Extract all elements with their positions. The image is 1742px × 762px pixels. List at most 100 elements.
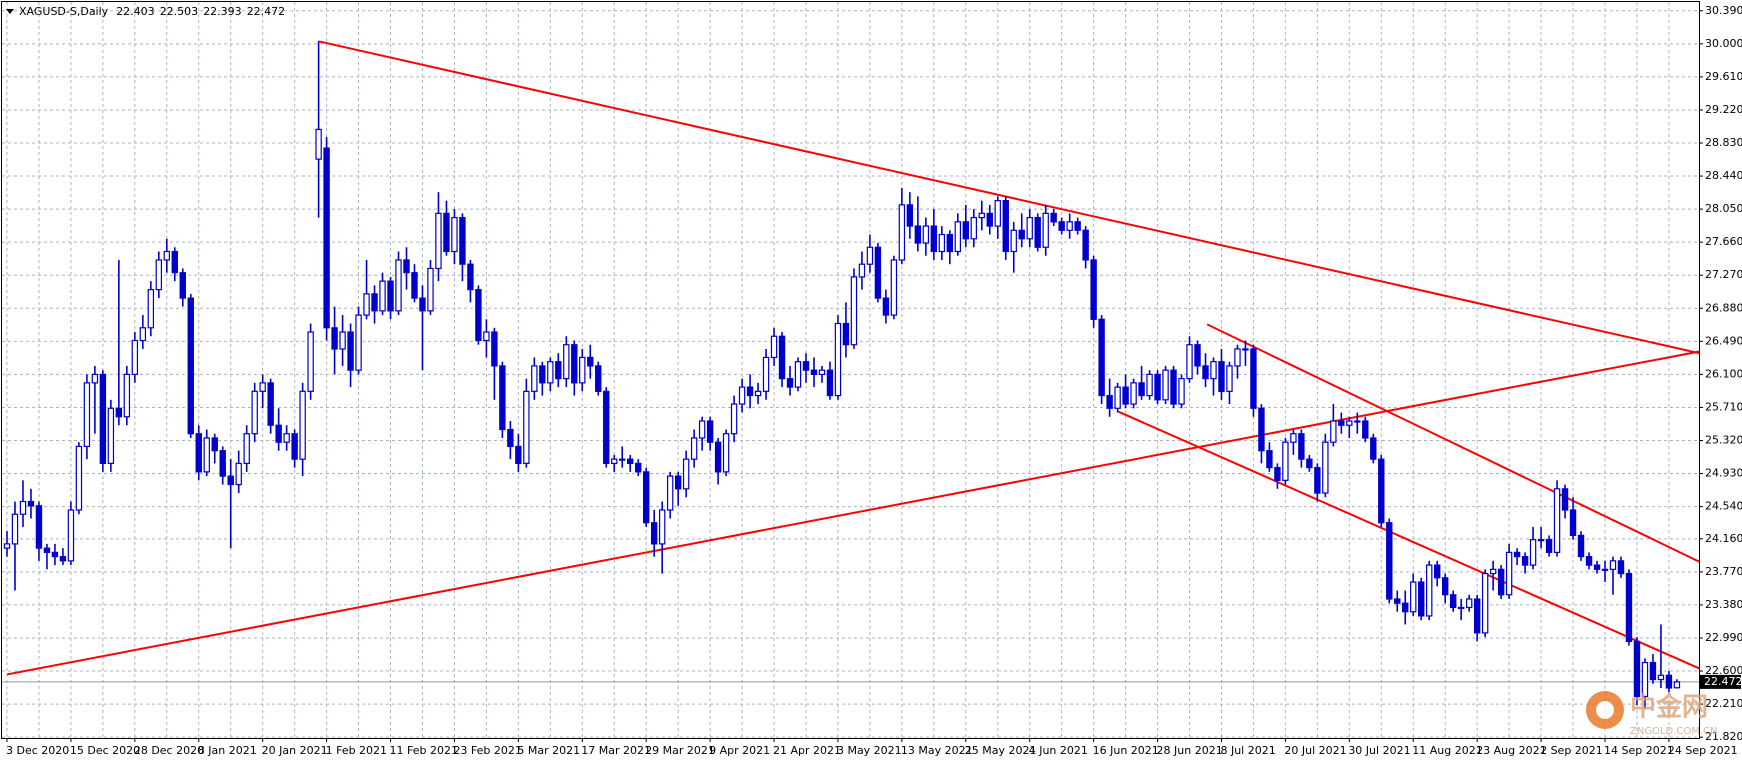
candle-body — [866, 246, 874, 265]
candle-body — [155, 259, 163, 291]
y-tick-label: 30.000 — [1705, 37, 1742, 50]
candle-body — [563, 344, 570, 380]
candle-body — [1585, 556, 1593, 566]
candle-body — [27, 500, 35, 507]
x-tick-label: 3 May 2021 — [837, 744, 902, 757]
candle-body — [666, 475, 674, 511]
y-tick-label: 21.820 — [1705, 730, 1742, 743]
x-tick-label: 24 Sep 2021 — [1668, 744, 1738, 757]
candle-body — [195, 433, 202, 473]
candle-body — [674, 475, 682, 490]
candle-body — [1473, 598, 1481, 634]
candle-body — [858, 263, 866, 278]
candle-body — [1633, 640, 1641, 698]
chart-title: XAGUSD-S,Daily — [19, 5, 109, 18]
candle-body — [339, 331, 346, 350]
candle-body — [1330, 420, 1337, 443]
watermark: 中金网 ZNGOLD.COM.CN — [1586, 691, 1718, 737]
candle-body — [307, 331, 314, 392]
candle-body — [131, 339, 139, 375]
candle-body — [427, 267, 434, 312]
x-tick-label: 20 Jul 2021 — [1284, 744, 1346, 757]
candle-body — [1426, 564, 1433, 617]
candle-body — [954, 221, 962, 253]
candle-body — [1457, 606, 1465, 610]
candle-body — [283, 433, 290, 443]
candle-body — [1665, 674, 1673, 689]
candle-body — [83, 382, 91, 448]
candle-body — [1322, 441, 1329, 494]
candle-body — [219, 450, 226, 477]
candle-body — [635, 462, 642, 473]
candle-body — [587, 356, 594, 367]
candle-body — [1258, 407, 1265, 452]
candle-body — [722, 433, 730, 473]
candle-body — [1186, 344, 1193, 380]
candle-body — [1130, 382, 1137, 405]
candle-body — [531, 365, 538, 392]
candle-body — [938, 233, 946, 253]
candle-body — [51, 551, 59, 558]
candle-body — [1050, 212, 1057, 223]
candle-body — [547, 361, 554, 384]
candle-body — [291, 433, 298, 460]
candle-body — [1553, 488, 1561, 553]
candle-body — [650, 522, 658, 545]
candle-body — [1282, 441, 1289, 481]
candle-body — [1242, 348, 1249, 351]
watermark-name: 中金网 — [1630, 692, 1708, 723]
candle-body — [1290, 433, 1297, 443]
candle-body — [603, 390, 610, 464]
candle-body — [251, 390, 258, 435]
candle-body — [1410, 581, 1417, 613]
candle-body — [1170, 369, 1177, 405]
candle-body — [1601, 568, 1609, 571]
candle-body — [1609, 560, 1617, 570]
candle-body — [1306, 458, 1313, 469]
candle-body — [770, 335, 778, 359]
candle-body — [1298, 433, 1305, 460]
menu-icon[interactable] — [6, 9, 14, 14]
x-tick-label: 20 Jan 2021 — [262, 744, 328, 757]
candle-body — [930, 225, 938, 253]
candle-body — [978, 212, 985, 219]
candle-body — [730, 403, 738, 435]
candle-body — [499, 365, 506, 431]
candle-body — [1370, 437, 1377, 460]
candle-body — [1074, 221, 1081, 231]
candle-body — [1673, 681, 1681, 689]
candle-body — [467, 263, 474, 291]
candle-body — [163, 250, 170, 261]
candle-body — [1194, 344, 1201, 367]
x-tick-label: 14 Sep 2021 — [1604, 744, 1674, 757]
trendline — [1118, 410, 1699, 670]
candle-body — [1218, 361, 1225, 392]
axes: 30.390 30.000 29.610 29.220 28.830 28.440 28.0… — [6, 4, 1742, 757]
candle-body — [275, 424, 282, 443]
candle-body — [571, 344, 578, 384]
y-tick-label: 29.220 — [1705, 103, 1742, 116]
candle-body — [802, 361, 810, 371]
trendlines — [2, 40, 1699, 683]
x-tick-label: 15 Dec 2020 — [70, 744, 140, 757]
candle-body — [67, 509, 75, 562]
y-tick-label: 28.830 — [1705, 136, 1742, 149]
candle-body — [411, 272, 418, 299]
candle-body — [1641, 661, 1649, 698]
plot-border — [1, 1, 1700, 739]
candle-body — [1010, 229, 1017, 253]
candle-body — [1026, 216, 1033, 240]
candle-body — [706, 420, 714, 443]
y-tick-label: 26.100 — [1705, 367, 1742, 380]
x-tick-label: 5 Mar 2021 — [517, 744, 580, 757]
candle-body — [1338, 420, 1345, 426]
candle-body — [1545, 539, 1553, 553]
trendline — [318, 40, 1699, 355]
candle-body — [379, 280, 386, 312]
candle-body — [1569, 509, 1577, 537]
y-tick-label: 30.390 — [1705, 4, 1742, 17]
candle-body — [1378, 458, 1385, 524]
candle-body — [1274, 467, 1281, 481]
